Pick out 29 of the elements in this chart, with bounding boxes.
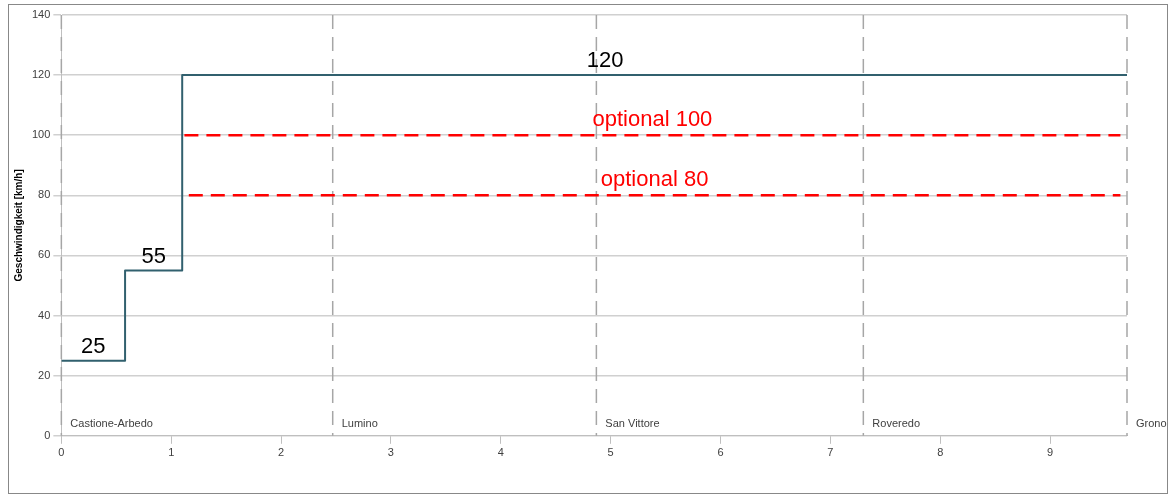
series-label: optional 100 xyxy=(592,106,713,132)
y-axis-title: Geschwindigkeit [km/h] xyxy=(12,169,24,282)
ref-line-label: San Vittore xyxy=(605,417,660,430)
x-tick-label: 1 xyxy=(168,446,175,459)
y-tick-label: 40 xyxy=(38,308,51,321)
data-label: 25 xyxy=(80,332,106,358)
y-tick-label: 140 xyxy=(31,8,51,21)
y-tick-label: 60 xyxy=(38,248,51,261)
y-tick-label: 0 xyxy=(44,428,51,441)
ref-line-label: Castione-Arbedo xyxy=(70,417,153,430)
ref-line-label: Roveredo xyxy=(872,417,921,430)
ref-line-label: Grono xyxy=(1136,417,1167,430)
x-tick-label: 7 xyxy=(827,446,834,459)
x-tick-label: 4 xyxy=(497,446,504,459)
x-tick-label: 0 xyxy=(58,446,65,459)
x-tick-label: 5 xyxy=(607,446,614,459)
y-tick-label: 20 xyxy=(38,368,51,381)
y-tick-label: 100 xyxy=(31,128,51,141)
y-tick-label: 120 xyxy=(31,68,51,81)
x-tick-label: 9 xyxy=(1047,446,1054,459)
x-tick-label: 8 xyxy=(937,446,944,459)
ref-line-label: Lumino xyxy=(341,417,378,430)
y-tick-label: 80 xyxy=(38,188,51,201)
data-label: 55 xyxy=(141,242,166,268)
annotation: 120 xyxy=(586,47,624,73)
x-tick-label: 6 xyxy=(717,446,724,459)
x-tick-label: 2 xyxy=(278,446,285,459)
series-label: optional 80 xyxy=(600,166,709,192)
x-tick-label: 3 xyxy=(387,446,394,459)
